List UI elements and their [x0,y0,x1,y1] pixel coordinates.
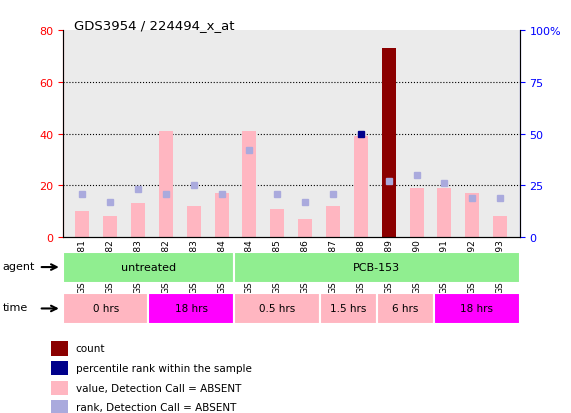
Bar [434,293,520,324]
Text: 6 hrs: 6 hrs [392,304,419,314]
Text: rank, Detection Call = ABSENT: rank, Detection Call = ABSENT [76,403,236,413]
Bar [437,188,451,237]
Text: 18 hrs: 18 hrs [175,304,208,314]
Bar [243,132,256,237]
Bar [103,217,117,237]
Bar [75,211,89,237]
Text: 1.5 hrs: 1.5 hrs [330,304,367,314]
Bar [270,209,284,237]
Bar [377,293,434,324]
Bar [234,252,520,283]
Bar [234,293,320,324]
Bar [51,361,69,375]
Bar [354,137,368,237]
Text: 18 hrs: 18 hrs [460,304,493,314]
Bar [159,132,173,237]
Text: PCB-153: PCB-153 [353,262,400,273]
Text: value, Detection Call = ABSENT: value, Detection Call = ABSENT [76,383,241,393]
Bar [187,206,200,237]
Bar [131,204,145,237]
Bar [320,293,377,324]
Text: percentile rank within the sample: percentile rank within the sample [76,363,252,373]
Text: count: count [76,344,105,354]
Bar [493,217,507,237]
Text: GDS3954 / 224494_x_at: GDS3954 / 224494_x_at [74,19,235,31]
Text: untreated: untreated [121,262,176,273]
Bar [215,194,228,237]
Bar [63,252,234,283]
Bar [63,293,148,324]
Bar [51,381,69,395]
Bar [409,188,424,237]
Text: agent: agent [3,261,35,271]
Bar [326,206,340,237]
Bar [51,342,69,356]
Text: time: time [3,303,28,313]
Bar [465,194,479,237]
Text: 0 hrs: 0 hrs [93,304,119,314]
Bar [148,293,234,324]
Bar [298,219,312,237]
Bar [51,401,69,413]
Text: 0.5 hrs: 0.5 hrs [259,304,295,314]
Bar [382,49,396,237]
